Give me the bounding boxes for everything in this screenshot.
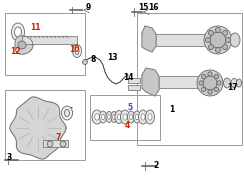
Circle shape (203, 76, 217, 90)
Ellipse shape (117, 114, 121, 120)
Ellipse shape (95, 114, 99, 120)
Ellipse shape (145, 110, 154, 124)
Circle shape (197, 70, 223, 96)
Bar (156, 34, 211, 46)
Text: 8: 8 (90, 55, 96, 64)
Bar (159, 76, 204, 88)
Circle shape (208, 90, 212, 94)
Ellipse shape (128, 111, 134, 123)
Text: 6: 6 (67, 107, 73, 116)
Ellipse shape (108, 114, 110, 120)
Bar (22, 36, 77, 44)
Bar (90, 95, 160, 140)
Text: 15: 15 (138, 3, 148, 12)
Text: 17: 17 (227, 84, 237, 93)
Text: 11: 11 (30, 22, 40, 32)
Circle shape (18, 41, 26, 49)
Text: 1: 1 (169, 105, 175, 114)
Circle shape (210, 32, 226, 48)
Ellipse shape (100, 111, 106, 123)
Text: 5: 5 (127, 103, 132, 112)
Circle shape (223, 30, 228, 35)
Circle shape (225, 37, 231, 42)
Text: 3: 3 (6, 154, 12, 163)
Circle shape (205, 37, 211, 42)
Bar (128, 78, 140, 83)
Ellipse shape (64, 109, 70, 116)
Ellipse shape (47, 141, 53, 147)
Text: 13: 13 (107, 53, 117, 62)
Ellipse shape (129, 114, 132, 120)
Circle shape (208, 72, 212, 76)
Circle shape (208, 30, 214, 35)
Ellipse shape (14, 27, 21, 37)
Circle shape (215, 28, 221, 33)
Circle shape (217, 81, 221, 85)
Text: 4: 4 (124, 120, 130, 129)
Bar (137, 13, 242, 145)
Ellipse shape (113, 114, 115, 120)
Ellipse shape (236, 79, 242, 87)
Ellipse shape (230, 33, 240, 47)
Bar (5, 90, 85, 160)
Ellipse shape (102, 114, 105, 120)
Ellipse shape (121, 110, 130, 124)
Ellipse shape (106, 111, 112, 123)
Ellipse shape (115, 111, 123, 123)
Ellipse shape (231, 78, 237, 87)
Ellipse shape (139, 110, 148, 124)
Bar (128, 85, 140, 90)
Text: 9: 9 (85, 3, 91, 12)
Bar (43, 140, 68, 147)
Ellipse shape (60, 141, 66, 147)
Polygon shape (142, 68, 159, 96)
Circle shape (202, 75, 206, 79)
Circle shape (208, 45, 214, 50)
Ellipse shape (75, 48, 79, 55)
Text: 7: 7 (55, 132, 61, 141)
Circle shape (223, 45, 228, 50)
Ellipse shape (133, 111, 141, 123)
Ellipse shape (123, 114, 127, 120)
Circle shape (214, 75, 219, 79)
Bar (5, 13, 85, 75)
Circle shape (199, 81, 203, 85)
Ellipse shape (148, 114, 152, 120)
Ellipse shape (224, 78, 231, 88)
Ellipse shape (92, 110, 102, 124)
Text: 14: 14 (123, 73, 133, 82)
Circle shape (214, 87, 219, 92)
Text: 16: 16 (148, 3, 158, 12)
Polygon shape (142, 26, 156, 52)
Ellipse shape (61, 106, 72, 120)
Text: 2: 2 (153, 161, 159, 170)
Polygon shape (10, 97, 66, 159)
Polygon shape (15, 36, 33, 54)
Text: 10: 10 (69, 46, 79, 55)
Ellipse shape (72, 44, 81, 57)
Ellipse shape (11, 23, 24, 41)
Ellipse shape (135, 114, 139, 120)
Circle shape (215, 48, 221, 53)
Text: 12: 12 (10, 48, 20, 57)
Circle shape (202, 87, 206, 92)
Circle shape (204, 26, 232, 54)
Circle shape (82, 60, 88, 64)
Ellipse shape (111, 111, 117, 123)
Ellipse shape (141, 114, 145, 120)
